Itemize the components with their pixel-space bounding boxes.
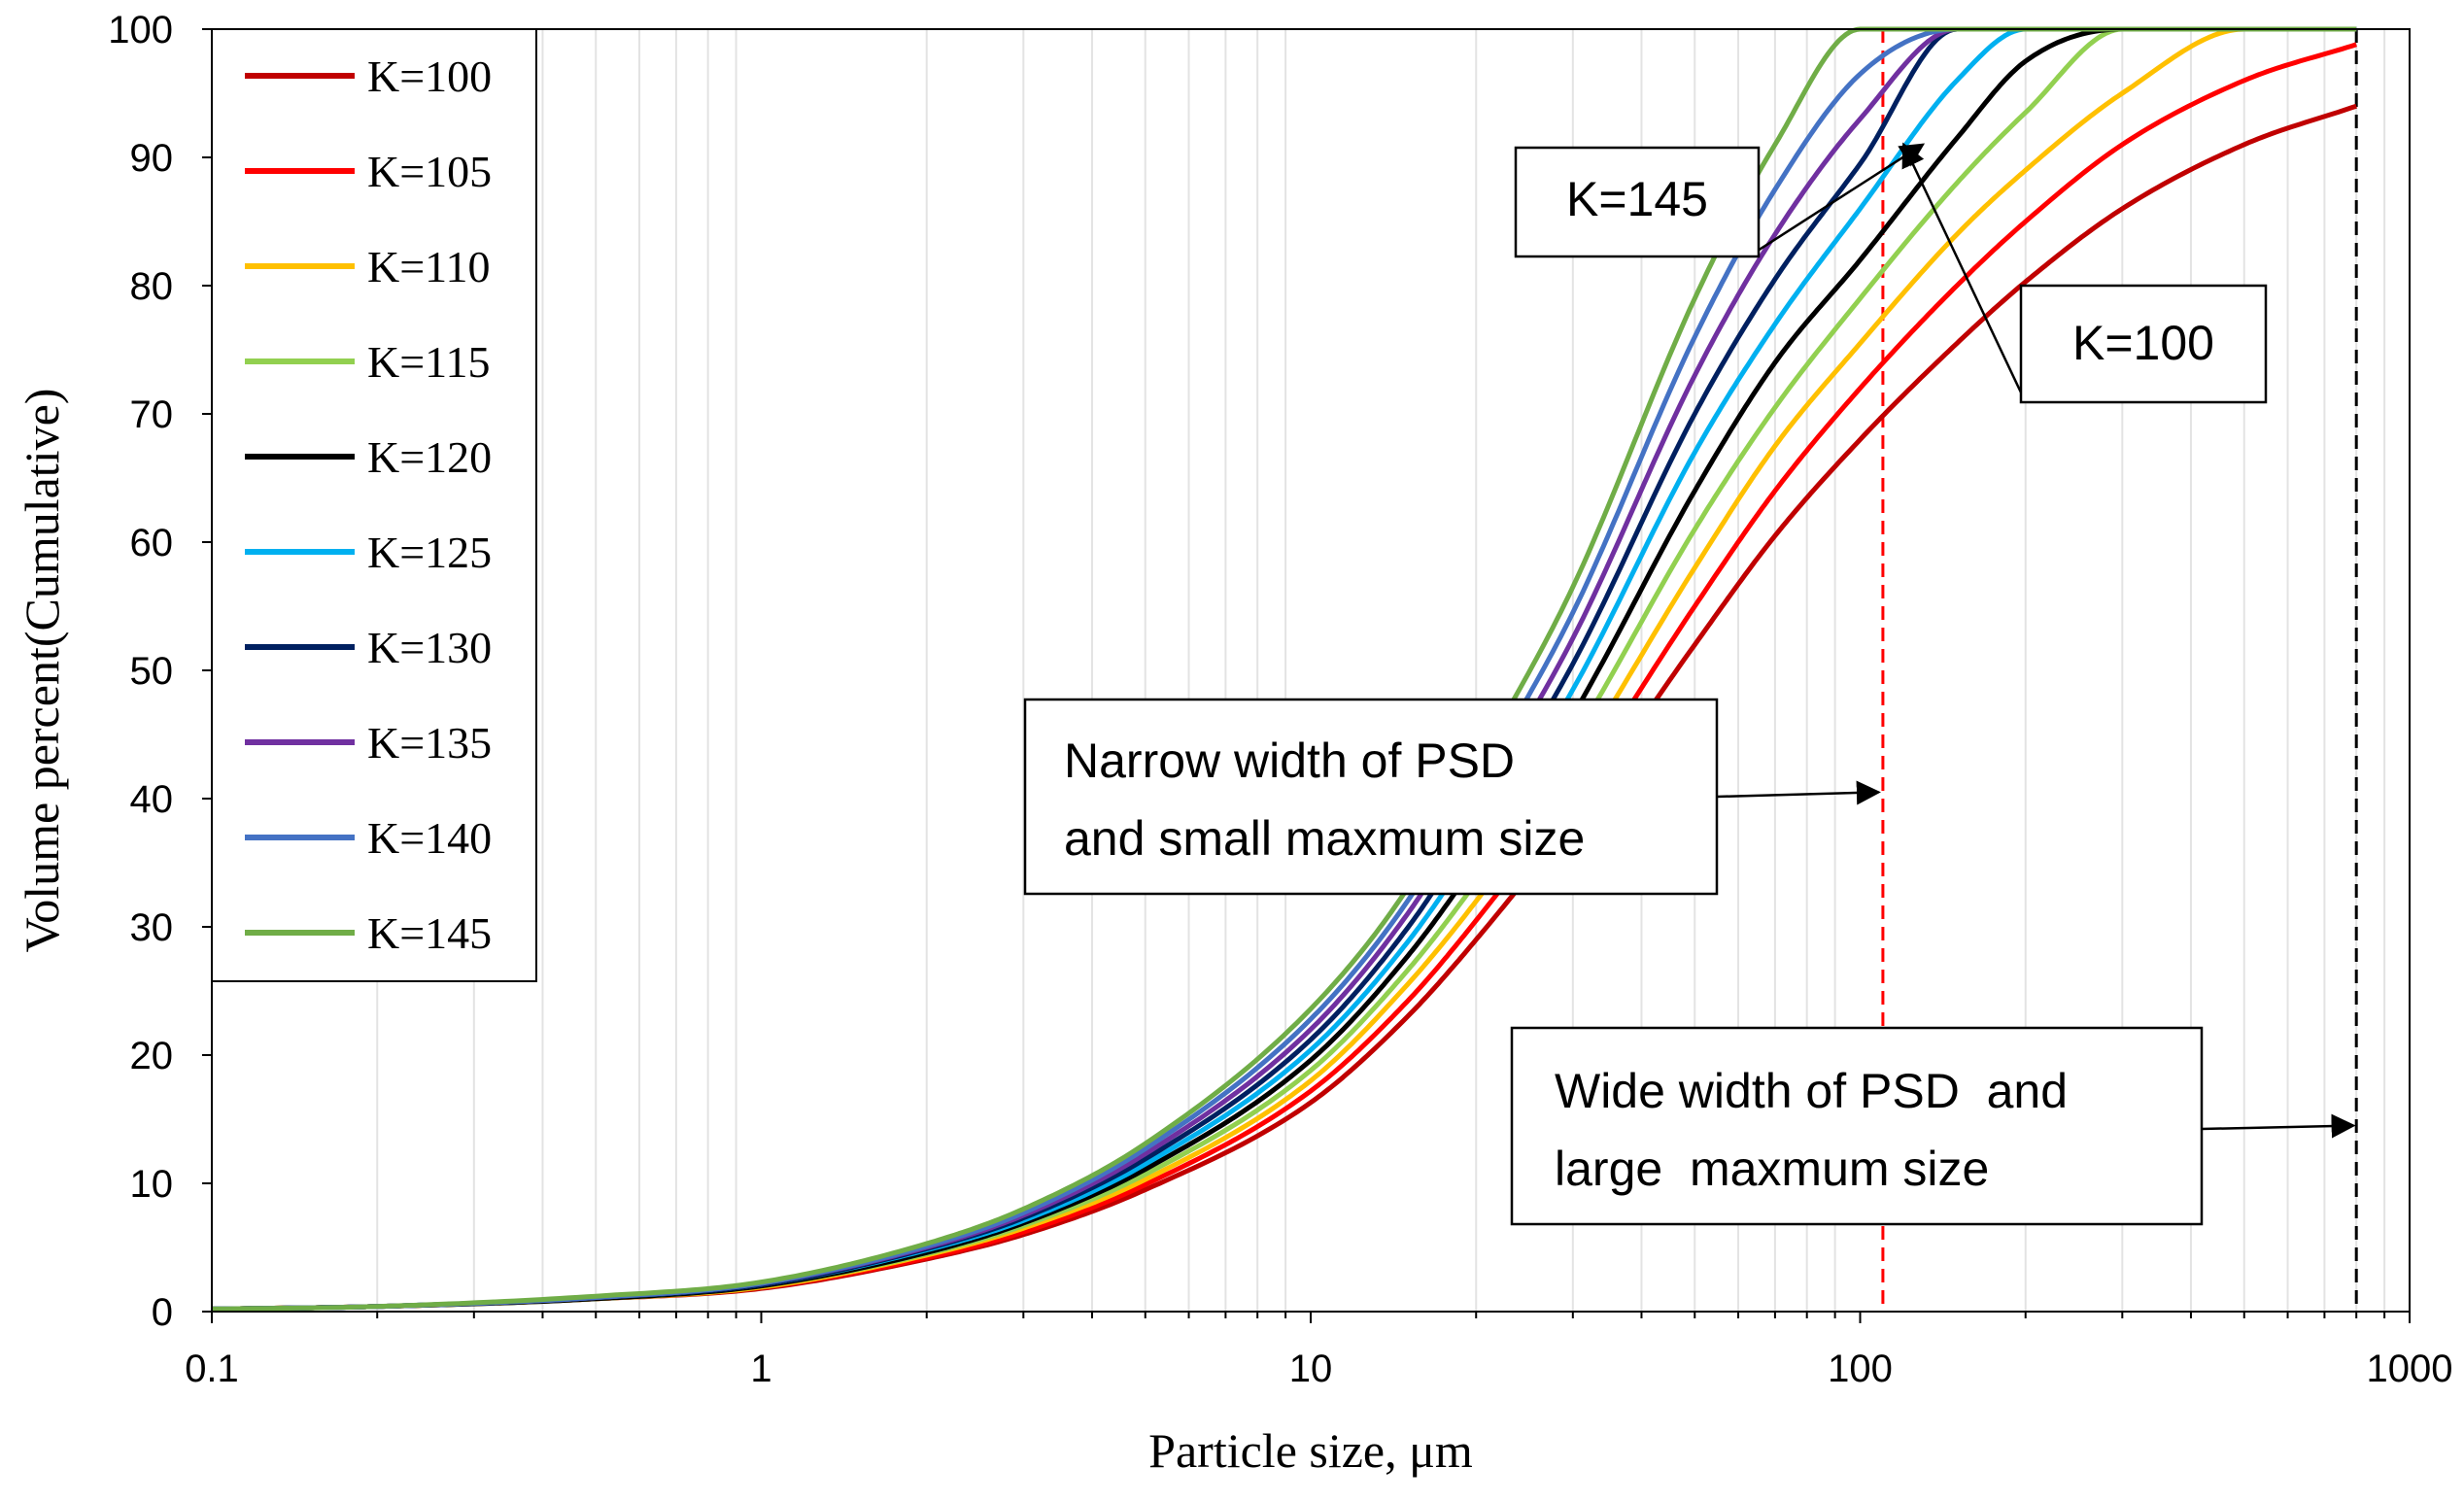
legend-label: K=100: [367, 51, 492, 101]
annotation-arrow: [2201, 1113, 2356, 1139]
legend-label: K=135: [367, 718, 492, 768]
legend-label: K=145: [367, 908, 492, 958]
y-tick-label: 80: [130, 265, 174, 308]
annotation-box: [1514, 146, 1761, 258]
legend-label: K=105: [367, 147, 492, 196]
annotation-text: Wide width of PSD and: [1555, 1064, 2068, 1118]
y-tick-label: 70: [130, 393, 174, 436]
annotations: K=145 K=100 Narrow width of PSD and small m…: [1023, 142, 2356, 1226]
y-tick-label: 90: [130, 137, 174, 180]
annotation-box: [1510, 1026, 2204, 1226]
legend-label: K=120: [367, 432, 492, 482]
annotation-text: large maxmum size: [1555, 1142, 1989, 1196]
legend-label: K=115: [367, 337, 490, 387]
x-axis-title: Particle size, μm: [1148, 1423, 1473, 1478]
annotation-arrow: [1901, 142, 2023, 393]
y-tick-label: 50: [130, 650, 174, 693]
annotation-text: and small maxmum size: [1064, 811, 1585, 866]
y-tick-label: 100: [108, 9, 173, 51]
y-axis-title: Volume percent(Cumulative): [15, 389, 69, 953]
x-tick-label: 1: [750, 1348, 771, 1390]
axis-ticks: 0 10 20 30 40 50 60 70 80 90 100 0.1 1 10 100 1000: [108, 9, 2452, 1390]
x-tick-label: 10: [1289, 1348, 1333, 1390]
y-tick-label: 40: [130, 778, 174, 821]
legend-box: [211, 28, 537, 982]
y-tick-label: 60: [130, 522, 174, 564]
legend-label: K=110: [367, 242, 490, 291]
annotation-box: [2019, 284, 2268, 404]
x-tick-label: 0.1: [185, 1348, 239, 1390]
annotation-text: K=100: [2072, 316, 2214, 370]
y-tick-label: 20: [130, 1035, 174, 1077]
legend-label: K=130: [367, 623, 492, 672]
y-tick-label: 0: [152, 1291, 173, 1334]
legend-label: K=140: [367, 813, 492, 863]
legend-label: K=125: [367, 528, 492, 577]
annotation-arrow: [1716, 780, 1881, 805]
annotation-box: [1023, 698, 1719, 896]
annotation-text: Narrow width of PSD: [1064, 734, 1515, 788]
x-tick-label: 1000: [2367, 1348, 2453, 1390]
annotation-text: K=145: [1566, 172, 1708, 226]
y-tick-label: 10: [130, 1163, 174, 1206]
y-tick-label: 30: [130, 906, 174, 949]
annotation-arrow: [1757, 143, 1926, 253]
x-tick-label: 100: [1828, 1348, 1893, 1390]
legend: K=100 K=105 K=110 K=115 K=120 K=125 K=130 K=135…: [211, 28, 537, 982]
